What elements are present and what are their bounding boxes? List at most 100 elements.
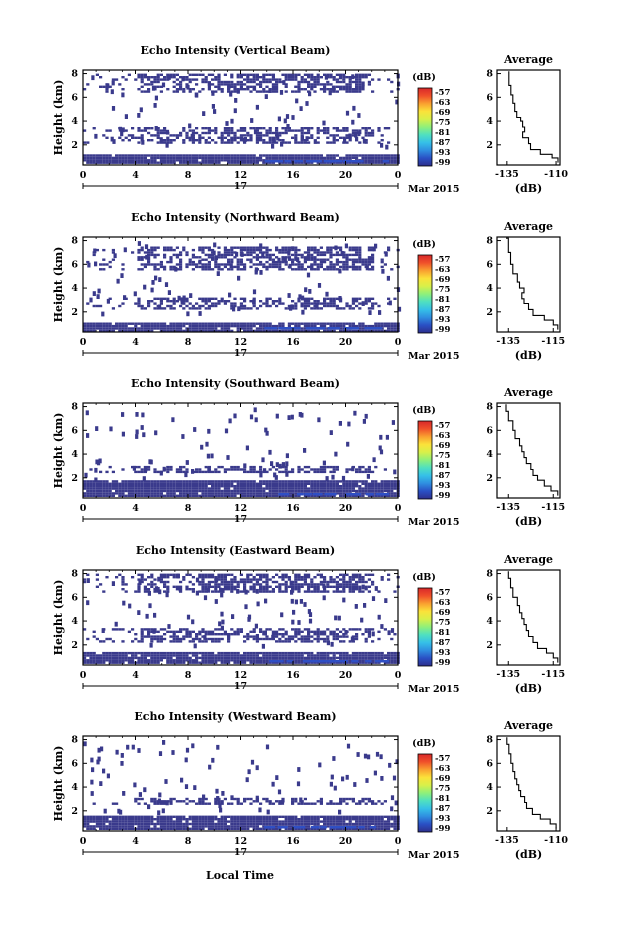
echo-cell: [362, 138, 366, 144]
echo-cell: [214, 640, 218, 643]
echo-cell: [367, 159, 371, 162]
echo-cell: [201, 487, 205, 490]
echo-cell: [156, 263, 160, 266]
echo-cell: [246, 76, 250, 79]
echo-cell: [182, 825, 186, 828]
average-y-tick-label: 6: [486, 425, 493, 436]
echo-cell: [99, 485, 103, 488]
echo-cell: [268, 160, 276, 163]
echo-cell: [172, 307, 176, 310]
echo-cell: [332, 268, 336, 271]
echo-cell: [287, 415, 291, 420]
echo-cell: [195, 661, 199, 664]
echo-cell: [342, 656, 346, 660]
echo-cell: [275, 141, 279, 144]
echo-cell: [236, 654, 240, 657]
echo-cell: [131, 322, 135, 325]
echo-cell: [351, 263, 355, 266]
x-tick-label: 12: [234, 670, 247, 681]
echo-cell: [153, 154, 157, 157]
x-tick-label: 12: [234, 170, 247, 181]
echo-cell: [294, 246, 298, 249]
echo-cell: [153, 612, 157, 618]
echo-cell: [387, 141, 391, 144]
echo-cell: [265, 578, 269, 581]
echo-cell: [361, 651, 365, 655]
echo-cell: [96, 294, 100, 299]
echo-cell: [355, 588, 359, 591]
echo-cell: [371, 489, 375, 493]
echo-cell: [255, 90, 259, 93]
echo-cell: [198, 818, 202, 821]
y-axis-label: Height (km): [52, 413, 65, 489]
echo-cell: [95, 161, 99, 164]
echo-cell: [268, 485, 272, 488]
average-x-label: (dB): [515, 682, 542, 695]
echo-cell: [216, 271, 220, 276]
echo-cell: [140, 324, 144, 328]
echo-cell: [223, 154, 227, 157]
echo-cell: [198, 468, 202, 471]
echo-cell: [159, 659, 163, 662]
echo-cell: [83, 487, 87, 490]
echo-cell: [268, 656, 272, 660]
echo-cell: [259, 243, 263, 249]
echo-cell: [358, 322, 362, 325]
echo-cell: [198, 141, 202, 144]
echo-cell: [307, 583, 311, 586]
echo-cell: [243, 640, 247, 643]
echo-cell: [313, 487, 317, 490]
echo-cell: [259, 489, 263, 493]
echo-cell: [188, 818, 192, 821]
echo-cell: [342, 307, 346, 310]
echo-cell: [255, 485, 259, 488]
echo-cell: [246, 656, 250, 660]
echo-cell: [179, 76, 183, 79]
echo-cell: [342, 256, 346, 259]
echo-cell: [393, 654, 397, 657]
echo-cell: [271, 90, 275, 93]
echo-cell: [201, 578, 205, 581]
echo-cell: [95, 818, 99, 821]
echo-cell: [201, 825, 205, 828]
echo-cell: [223, 482, 227, 485]
echo-cell: [211, 304, 215, 308]
echo-cell: [227, 324, 231, 328]
echo-cell: [211, 258, 215, 261]
echo-cell: [236, 258, 240, 261]
echo-cell: [287, 322, 291, 325]
echo-cell: [273, 160, 280, 163]
echo-cell: [339, 489, 343, 493]
echo-cell: [289, 580, 293, 586]
echo-cell: [246, 827, 250, 830]
echo-cell: [303, 576, 307, 579]
echo-cell: [367, 134, 371, 137]
echo-cell: [223, 492, 227, 495]
echo-cell: [223, 580, 227, 584]
echo-cell: [351, 253, 355, 257]
echo-cell: [223, 329, 227, 333]
echo-cell: [249, 818, 253, 821]
echo-cell: [115, 78, 119, 81]
echo-cell: [204, 324, 208, 328]
echo-cell: [163, 580, 167, 584]
echo-cell: [86, 433, 90, 438]
echo-cell: [371, 631, 375, 637]
echo-cell: [201, 268, 205, 271]
echo-cell: [169, 304, 173, 308]
echo-cell: [342, 633, 346, 636]
colorbar-tick-label: -63: [435, 431, 450, 441]
echo-cell: [217, 656, 221, 660]
echo-cell: [134, 492, 138, 495]
echo-cell: [166, 327, 170, 330]
average-y-tick-label: 6: [486, 259, 493, 270]
echo-cell: [265, 492, 269, 495]
echo-cell: [246, 73, 250, 76]
echo-cell: [185, 635, 189, 638]
echo-cell: [374, 489, 378, 493]
echo-cell: [246, 580, 250, 584]
echo-cell: [363, 603, 367, 608]
echo-cell: [283, 257, 287, 262]
echo-cell: [230, 268, 234, 271]
echo-cell: [326, 161, 330, 164]
